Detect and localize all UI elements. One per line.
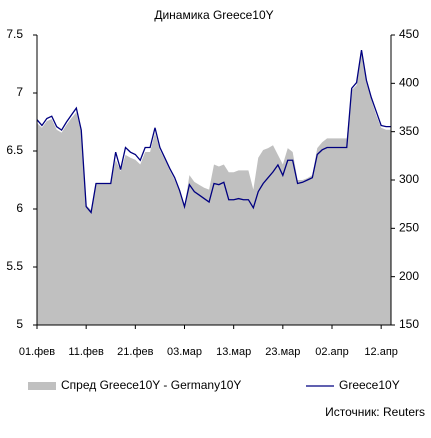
y2-tick-label: 300 (399, 172, 419, 186)
x-tick-label: 21.фев (117, 346, 153, 358)
y-tick-label: 6.5 (6, 143, 23, 157)
x-tick-label: 12.апр (364, 346, 397, 358)
line (36, 49, 391, 214)
y-tick-label: 6 (16, 201, 23, 215)
legend-label: Greece10Y (339, 378, 400, 392)
y-tick-label: 7 (16, 85, 23, 99)
x-tick-label: 01.фев (19, 346, 55, 358)
x-tick-label: 03.мар (167, 346, 202, 358)
area (37, 52, 391, 326)
x-tick-label: 02.апр (315, 346, 348, 358)
chart-title: Динамика Greece10Y (154, 8, 273, 22)
y-tick-label: 7.5 (6, 27, 23, 41)
y-tick-label: 5 (16, 317, 23, 331)
x-tick-label: 23.мар (265, 346, 300, 358)
x-tick-label: 11.фев (68, 346, 104, 358)
x-tick-label: 13.мар (216, 346, 251, 358)
y2-tick-label: 400 (399, 76, 419, 90)
y2-tick-label: 250 (399, 221, 419, 235)
source: Источник: Reuters (325, 405, 425, 419)
y2-tick-label: 350 (399, 124, 419, 138)
y-tick-label: 5.5 (6, 259, 23, 273)
y2-tick-label: 450 (399, 27, 419, 41)
legend-label: Спред Greece10Y - Germany10Y (61, 378, 241, 392)
y2-tick-label: 200 (399, 269, 419, 283)
legend-swatch (28, 382, 56, 390)
y2-tick-label: 150 (399, 317, 419, 331)
